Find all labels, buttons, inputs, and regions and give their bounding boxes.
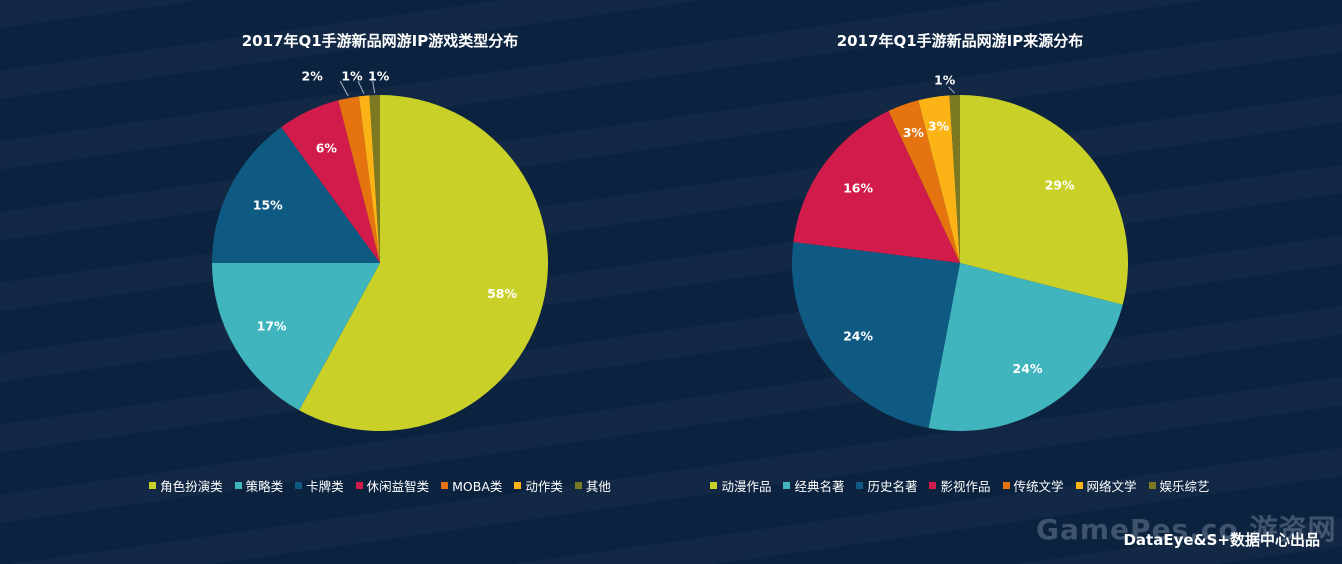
pie-chart-source: 29% 24% 24% 16% 3% 3% 1%	[792, 73, 1128, 431]
legend-swatch	[355, 482, 363, 489]
legend-item[interactable]: 角色扮演类	[149, 476, 223, 495]
pie-slice	[949, 95, 960, 263]
legend-swatch	[929, 482, 937, 489]
pie-slice	[212, 127, 380, 263]
data-label: 1%	[368, 69, 390, 84]
legend-label: 角色扮演类	[160, 479, 223, 494]
legend-swatch	[1075, 482, 1083, 489]
legend-item[interactable]: 策略类	[234, 476, 284, 495]
legend-item[interactable]: 其他	[574, 476, 611, 495]
legend-swatch	[783, 482, 791, 489]
data-label: 3%	[928, 118, 950, 133]
data-label: 15%	[253, 197, 283, 212]
legend-swatch	[1002, 482, 1010, 489]
legend-label: 影视作品	[940, 479, 991, 494]
data-label: 16%	[843, 180, 873, 195]
pie-slice	[281, 100, 380, 263]
chart-panel-genre: 2017年Q1手游新品网游IP游戏类型分布 58% 17% 15% 6% 2% 1% 1% …	[70, 0, 690, 500]
watermark: GamePes.co 游资网	[1036, 513, 1337, 546]
credit-text: DataEye&S+数据中心出品	[1123, 531, 1320, 549]
pie-slice	[212, 263, 380, 411]
legend-item[interactable]: MOBA类	[441, 476, 502, 495]
data-label: 1%	[934, 73, 956, 88]
data-label: 2%	[302, 69, 324, 84]
leader-line	[339, 80, 349, 97]
legend-swatch	[295, 482, 303, 489]
legend-swatch	[574, 482, 582, 489]
legend-swatch	[856, 482, 864, 489]
legend-label: 策略类	[245, 479, 284, 494]
legend-item[interactable]: 网络文学	[1075, 476, 1137, 495]
legend-label: MOBA类	[452, 479, 503, 494]
leader-line	[948, 86, 956, 94]
legend-item[interactable]: 动作类	[514, 476, 563, 495]
data-label: 58%	[487, 286, 517, 301]
data-label: 3%	[903, 125, 925, 140]
legend-swatch	[514, 482, 522, 489]
data-label: 6%	[316, 140, 338, 155]
chart-title: 2017年Q1手游新品网游IP游戏类型分布	[241, 32, 519, 50]
legend-item[interactable]: 影视作品	[929, 476, 991, 495]
legend-item[interactable]: 经典名著	[783, 476, 844, 495]
legend-item[interactable]: 娱乐综艺	[1148, 476, 1210, 495]
legend-item[interactable]: 传统文学	[1002, 476, 1064, 495]
legend-swatch	[710, 482, 718, 489]
legend-genre: 角色扮演类 策略类 卡牌类 休闲益智类 MOBA类 动作类 其他	[70, 476, 690, 495]
pie-slice	[918, 95, 960, 263]
data-label: 29%	[1045, 177, 1075, 192]
legend-label: 动漫作品	[721, 479, 772, 494]
pie-slice	[358, 95, 380, 263]
chart-panel-source: 2017年Q1手游新品网游IP来源分布 29% 24% 24% 16% 3% 3% 1% 动…	[650, 0, 1270, 500]
legend-item[interactable]: 卡牌类	[295, 476, 344, 495]
legend-label: 其他	[585, 479, 611, 494]
pie-slice	[888, 100, 960, 263]
legend-swatch	[1148, 482, 1156, 489]
data-label: 24%	[1013, 361, 1043, 376]
legend-label: 卡牌类	[306, 479, 344, 494]
data-label: 1%	[341, 69, 363, 84]
pie-chart-genre: 58% 17% 15% 6% 2% 1% 1%	[212, 69, 548, 431]
legend-swatch	[234, 482, 242, 489]
pie-slice	[960, 95, 1128, 305]
leader-line	[357, 80, 365, 94]
pie-slice	[338, 96, 380, 263]
pie-slice	[793, 110, 960, 264]
chart-title: 2017年Q1手游新品网游IP来源分布	[836, 32, 1084, 50]
legend-item[interactable]: 动漫作品	[710, 476, 771, 495]
pie-slice	[299, 95, 548, 431]
legend-label: 传统文学	[1013, 479, 1064, 494]
pie-slice	[369, 95, 380, 263]
legend-label: 网络文学	[1086, 479, 1137, 494]
data-label: 24%	[843, 329, 873, 344]
leader-line	[372, 80, 376, 94]
legend-item[interactable]: 历史名著	[856, 476, 917, 495]
legend-source: 动漫作品 经典名著 历史名著 影视作品 传统文学 网络文学 娱乐综艺	[650, 476, 1270, 495]
legend-label: 动作类	[525, 479, 563, 494]
legend-swatch	[441, 482, 449, 489]
legend-label: 娱乐综艺	[1159, 479, 1210, 494]
legend-label: 经典名著	[794, 479, 845, 494]
legend-swatch	[149, 482, 157, 489]
legend-label: 历史名著	[867, 479, 918, 494]
data-label: 17%	[257, 319, 287, 334]
pie-slice	[792, 241, 960, 429]
pie-slice	[928, 263, 1123, 431]
legend-item[interactable]: 休闲益智类	[355, 476, 430, 495]
legend-label: 休闲益智类	[366, 479, 430, 494]
